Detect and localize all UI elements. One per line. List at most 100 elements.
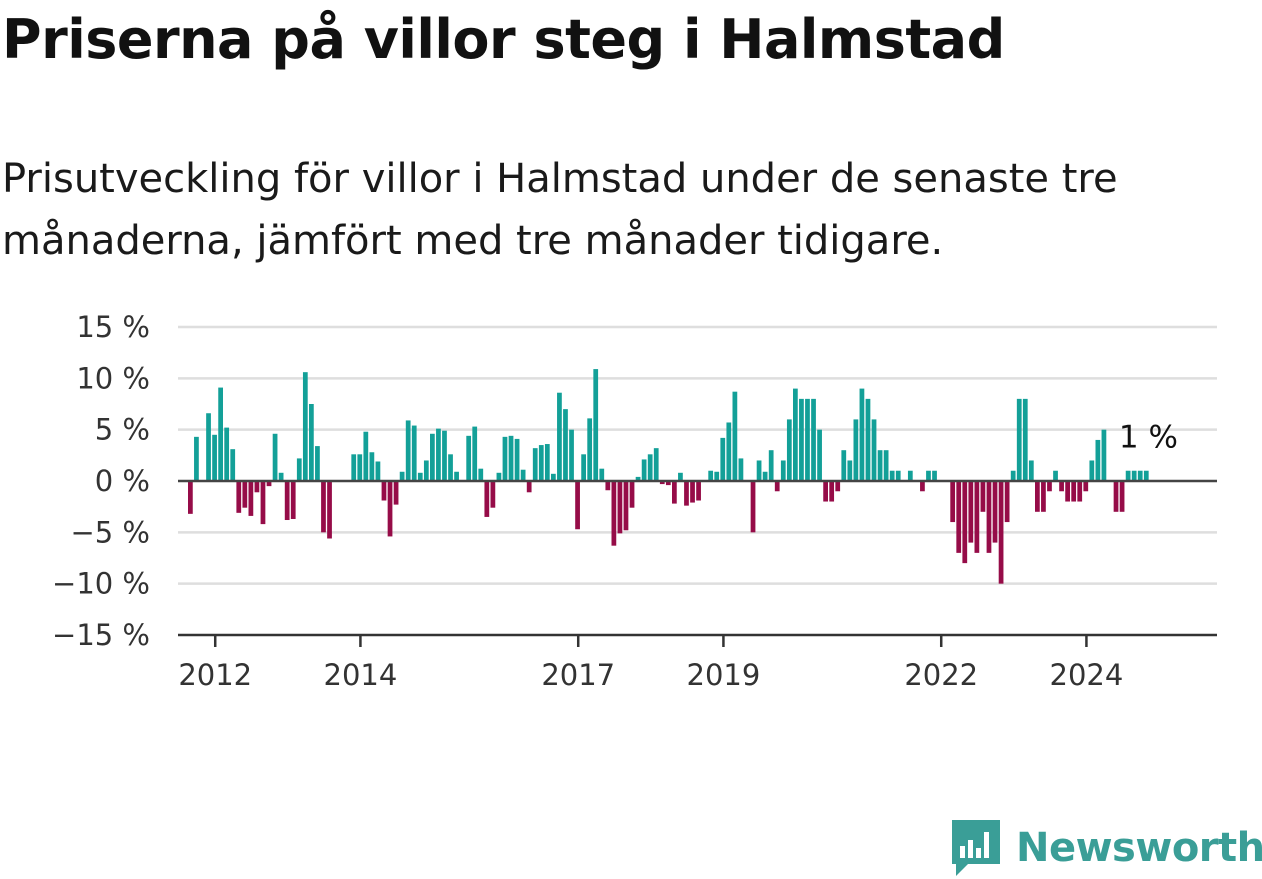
bar [883,450,889,481]
bar [768,450,774,481]
bar [1077,481,1083,502]
bar [871,419,877,481]
bar [629,481,635,508]
bar [520,469,526,481]
bar [926,470,931,481]
bar [302,372,308,481]
bar [774,481,780,492]
bar [750,481,756,533]
bar [932,470,937,481]
bar [502,436,508,481]
bar [1065,481,1070,502]
bar [1053,470,1058,481]
bar [696,481,701,501]
bar [260,481,266,525]
bar [436,428,441,481]
bar [720,437,726,481]
bar [684,481,689,506]
x-tick-label: 2014 [324,658,398,692]
bar [799,398,804,481]
bar [623,481,629,531]
bar [1059,481,1064,492]
bar [563,409,568,481]
bar [635,476,641,481]
bar [266,481,272,487]
bar [1089,460,1095,481]
bar [315,446,320,481]
bar [496,472,502,481]
bar [1119,481,1125,512]
bar [708,470,714,481]
bar [526,481,532,493]
bar [230,449,236,481]
bar [678,472,683,481]
bar [236,481,242,513]
bar [762,471,768,481]
bar [895,470,901,481]
brand-logo: Newsworthy [950,818,1262,878]
bar [1004,481,1010,523]
bar [817,429,822,481]
bar [290,481,296,519]
bar [575,481,580,530]
bar [321,481,326,533]
bar [847,460,853,481]
bar [690,481,695,503]
bar [986,481,992,553]
bar [653,448,659,481]
y-tick-label: −15 % [52,618,150,652]
bar [956,481,962,553]
bar-chart: 15 %10 %5 %0 %−5 %−10 %−15 % 2012 2014 201… [52,310,1217,692]
x-tick-label: 2019 [687,658,761,692]
bar [726,422,732,481]
bar [1035,481,1040,512]
bar [962,481,968,564]
bar [218,387,223,481]
bars [188,369,1149,584]
bar [665,481,671,486]
bar [641,459,647,481]
bar [659,481,665,485]
bar [714,471,720,481]
bar [363,431,369,481]
bar [859,388,865,481]
bar [1113,481,1119,512]
bar [611,481,617,546]
bar [399,471,405,481]
x-axis-tick-labels: 2012 2014 2017 2019 2022 2024 [178,635,1123,692]
bar [1022,398,1028,481]
newsworthy-logo-icon [952,820,1000,876]
bar [732,391,738,481]
bar [544,444,550,481]
bar [877,450,883,481]
bar [647,454,653,481]
bar [1010,470,1016,481]
x-tick-label: 2012 [178,658,252,692]
bar [430,433,435,481]
end-label-group: 1 % [1119,420,1178,456]
bar [188,481,193,514]
bar [278,472,284,481]
end-value-label: 1 % [1119,420,1178,456]
bar [194,436,199,481]
bar [569,429,574,481]
bar [417,472,423,481]
bar [950,481,956,523]
bar [254,481,260,493]
bar [1137,470,1143,481]
bar [551,473,556,481]
bar [393,481,399,505]
bar [968,481,974,543]
bar [793,388,798,481]
bar [248,481,254,516]
chart-subtitle: Prisutveckling för villor i Halmstad und… [2,156,1118,264]
bar [309,404,314,481]
bar [805,398,810,481]
bar [1101,429,1107,481]
bar [357,454,363,481]
bar [581,454,586,481]
bar [889,470,895,481]
bar [829,481,835,502]
bar [327,481,332,539]
bar [599,468,605,481]
